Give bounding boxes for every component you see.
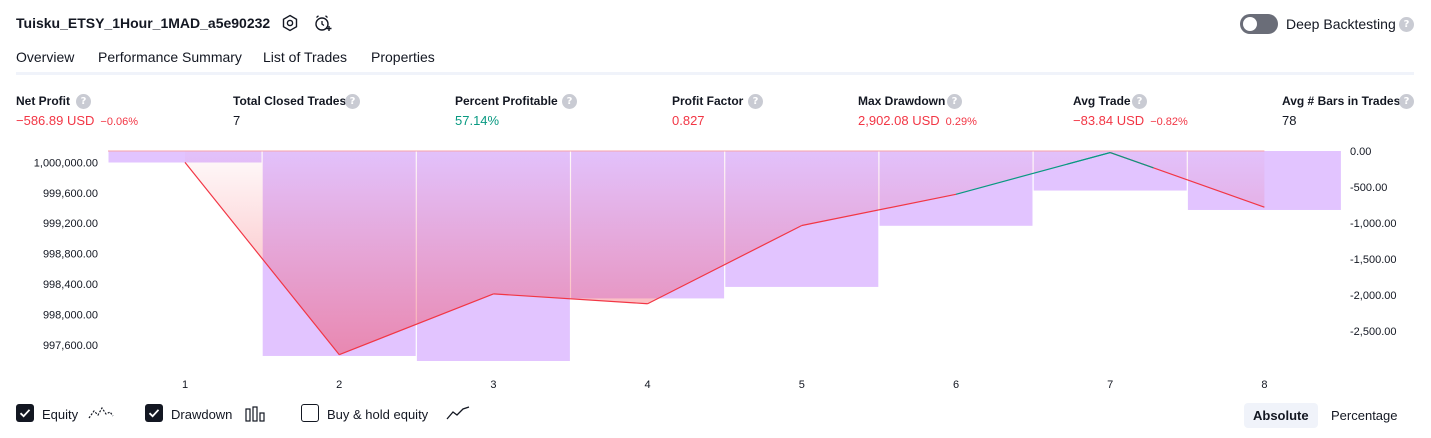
metric-value-text: 78 <box>1282 113 1297 128</box>
settings-icon[interactable] <box>280 13 300 33</box>
tab-performance-summary[interactable]: Performance Summary <box>98 49 242 65</box>
x-axis-tick-label: 7 <box>1107 379 1113 391</box>
x-axis-tick-label: 3 <box>490 379 496 391</box>
equity-drawdown-area <box>185 151 1265 355</box>
left-axis-tick-label: 999,200.00 <box>43 218 98 230</box>
right-axis: 0.00 -500.00 -1,000.00 -1,500.00 -2,000.00 -2… <box>1350 146 1396 338</box>
absolute-mode-button[interactable]: Absolute <box>1244 403 1318 428</box>
equity-checkbox[interactable] <box>16 404 34 422</box>
metric-value-text: 2,902.08 USD <box>858 113 940 128</box>
info-icon[interactable]: ? <box>1399 94 1414 109</box>
x-axis-tick-label: 5 <box>799 379 805 391</box>
metric-pct: 0.29% <box>945 116 977 128</box>
metric-value-text: 0.827 <box>672 113 705 128</box>
right-axis-tick-label: -2,000.00 <box>1350 290 1396 302</box>
right-axis-tick-label: -2,500.00 <box>1350 326 1396 338</box>
x-axis-tick-label: 4 <box>645 379 651 391</box>
metric-label: Percent Profitable <box>455 94 558 108</box>
buy-hold-legend-label: Buy & hold equity <box>327 407 429 422</box>
equity-area <box>108 150 1265 355</box>
drawdown-checkbox[interactable] <box>145 404 163 422</box>
strategy-title: Tuisku_ETSY_1Hour_1MAD_a5e90232 <box>16 15 271 31</box>
buy-hold-line-icon <box>445 404 471 427</box>
metric-label: Avg # Bars in Trades <box>1282 94 1401 108</box>
metric-value-text: −83.84 USD <box>1073 113 1145 128</box>
equity-line-segment <box>1066 151 1111 165</box>
x-axis-tick-label: 2 <box>336 379 342 391</box>
right-axis-tick-label: -1,000.00 <box>1350 218 1396 230</box>
right-axis-tick-label: -1,500.00 <box>1350 254 1396 266</box>
left-axis-tick-label: 998,000.00 <box>43 309 98 321</box>
equity-line-segment <box>647 224 803 305</box>
info-icon[interactable]: ? <box>562 94 577 109</box>
tab-divider <box>16 72 1414 75</box>
info-icon[interactable]: ? <box>748 94 763 109</box>
metric-value: 2,902.08 USD 0.29% <box>858 113 977 128</box>
equity-line-segment <box>184 162 340 356</box>
metric-value-text: 57.14% <box>455 113 500 128</box>
metric-pct: −0.82% <box>1150 116 1188 128</box>
metric-value: 78 <box>1282 113 1296 128</box>
metric-label: Total Closed Trades <box>233 94 347 108</box>
left-axis-tick-label: 997,600.00 <box>43 340 98 352</box>
equity-line-icon <box>88 404 114 427</box>
deep-backtesting-toggle[interactable] <box>1240 14 1278 34</box>
metric-pct: −0.06% <box>100 116 139 128</box>
metric-label: Avg Trade <box>1073 94 1131 108</box>
metric-label: Profit Factor <box>672 94 744 108</box>
left-axis-tick-label: 998,400.00 <box>43 279 98 291</box>
drawdown-legend-label: Drawdown <box>171 407 233 422</box>
tab-properties[interactable]: Properties <box>371 49 435 65</box>
tab-list-of-trades[interactable]: List of Trades <box>263 49 348 65</box>
alarm-add-icon[interactable] <box>313 13 333 33</box>
left-axis-tick-label: 1,000,000.00 <box>34 157 98 169</box>
equity-legend-label: Equity <box>42 407 79 422</box>
equity-line-segment <box>1109 151 1154 169</box>
left-axis-tick-label: 999,600.00 <box>43 188 98 200</box>
x-axis-tick-label: 1 <box>182 379 188 391</box>
metric-value-text: −586.89 USD <box>16 113 95 128</box>
info-icon[interactable]: ? <box>1132 94 1147 109</box>
metric-value: 0.827 <box>672 113 705 128</box>
right-axis-tick-label: 0.00 <box>1350 146 1371 158</box>
info-icon[interactable]: ? <box>345 94 360 109</box>
right-axis-tick-label: -500.00 <box>1350 182 1387 194</box>
info-icon[interactable]: ? <box>947 94 962 109</box>
percentage-mode-button[interactable]: Percentage <box>1331 408 1398 423</box>
left-axis-tick-label: 998,800.00 <box>43 249 98 261</box>
equity-line-segment <box>801 193 957 227</box>
metric-label: Net Profit <box>16 94 70 108</box>
x-axis-tick-label: 8 <box>1261 379 1267 391</box>
metric-value: −83.84 USD −0.82% <box>1073 113 1188 128</box>
x-axis: 1 2 3 4 5 6 7 8 <box>182 379 1268 391</box>
metric-value: 57.14% <box>455 113 499 128</box>
left-axis: 1,000,000.00 999,600.00 999,200.00 998,800.… <box>34 157 98 351</box>
deep-backtesting-label: Deep Backtesting <box>1286 16 1396 32</box>
help-icon[interactable]: ? <box>1399 17 1414 32</box>
metric-label: Max Drawdown <box>858 94 946 108</box>
equity-line <box>184 151 1265 356</box>
metric-value-text: 7 <box>233 113 241 128</box>
buy-hold-checkbox[interactable] <box>301 404 319 422</box>
equity-line-segment <box>338 293 494 356</box>
metric-value: 7 <box>233 113 240 128</box>
drawdown-bars-icon <box>244 405 268 428</box>
x-axis-tick-label: 6 <box>953 379 959 391</box>
metric-value: −586.89 USD −0.06% <box>16 113 138 128</box>
equity-line-segment <box>493 293 648 305</box>
info-icon[interactable]: ? <box>76 94 91 109</box>
